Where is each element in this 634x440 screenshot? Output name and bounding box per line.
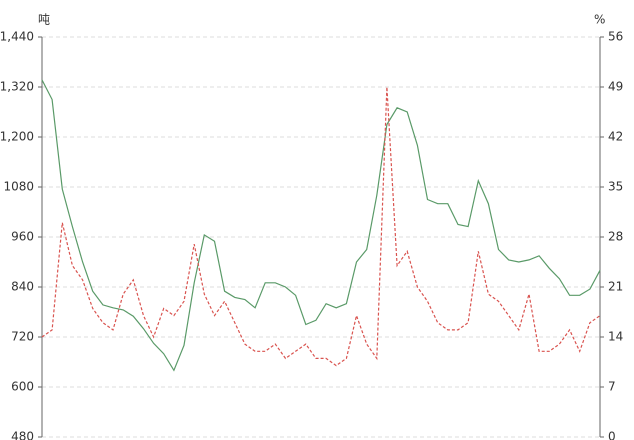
y-tick-label: 600 <box>11 380 34 394</box>
y-tick-label: 1,440 <box>0 30 34 44</box>
y2-tick-label: 49 <box>608 80 623 94</box>
y-tick-label: 840 <box>11 280 34 294</box>
y2-tick-label: 21 <box>608 280 623 294</box>
y2-unit: % <box>594 13 605 27</box>
y2-tick-label: 42 <box>608 130 623 144</box>
y2-tick-label: 14 <box>608 330 623 344</box>
y2-tick-label: 28 <box>608 230 623 244</box>
y-tick-label: 960 <box>11 230 34 244</box>
y-tick-label: 1080 <box>3 180 34 194</box>
y2-tick-label: 0 <box>608 430 616 440</box>
series-line <box>41 79 601 372</box>
y-tick-label: 480 <box>11 430 34 440</box>
y-tick-label: 720 <box>11 330 34 344</box>
y2-tick-label: 7 <box>608 380 616 394</box>
series-line <box>41 86 601 367</box>
y2-tick-label: 35 <box>608 180 623 194</box>
y-tick-label: 1,320 <box>0 80 34 94</box>
y2-tick-label: 56 <box>608 30 623 44</box>
y-unit: 吨 <box>38 13 50 27</box>
y-tick-label: 1,200 <box>0 130 34 144</box>
